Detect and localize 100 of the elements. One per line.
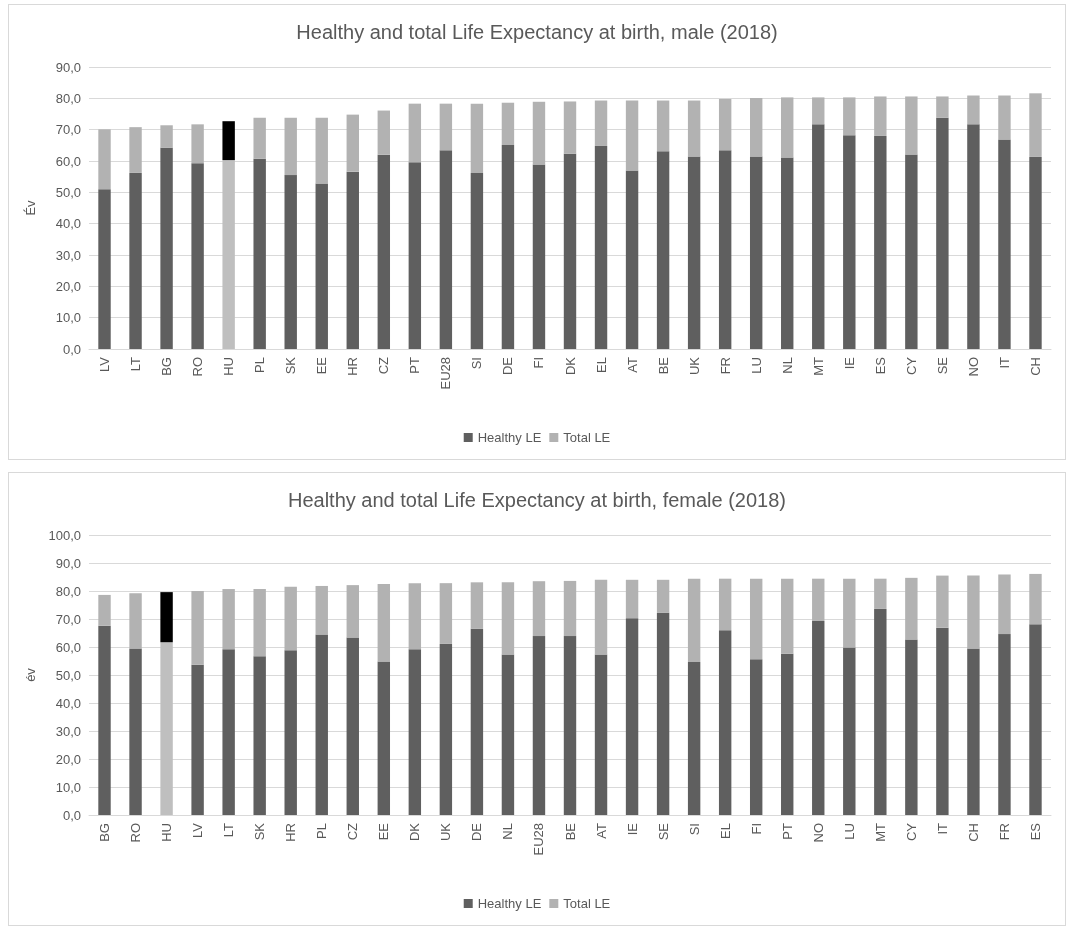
x-tick-label: AT — [624, 356, 640, 373]
x-tick-label: PL — [252, 357, 268, 373]
x-tick-label: MT — [872, 822, 888, 842]
bar — [470, 582, 484, 629]
bar — [781, 157, 794, 349]
bar — [377, 584, 391, 662]
bar — [749, 98, 763, 157]
bar — [346, 585, 359, 638]
x-tick-label: FR — [717, 357, 733, 375]
bar — [129, 648, 142, 815]
bar — [253, 158, 266, 349]
x-tick-label: IT — [996, 356, 1012, 369]
x-tick-label: RO — [128, 823, 144, 843]
bar — [98, 129, 111, 190]
bar — [315, 117, 328, 184]
bar — [936, 96, 949, 118]
bar — [408, 162, 422, 349]
bar — [129, 593, 142, 649]
bar — [936, 117, 949, 349]
bar — [1029, 93, 1042, 157]
x-tick-label: ES — [1027, 822, 1043, 841]
bar — [998, 139, 1011, 349]
x-tick-label: DE — [500, 356, 516, 376]
bar — [998, 634, 1011, 815]
bar — [408, 103, 422, 163]
bar — [749, 578, 763, 660]
x-tick-label: SK — [283, 356, 299, 375]
y-tick-label: 60,0 — [55, 153, 81, 169]
x-tick-label: LU — [748, 357, 764, 374]
legend-label: Total LE — [563, 896, 611, 911]
bar — [625, 579, 639, 619]
bar — [812, 578, 825, 621]
bar — [656, 579, 670, 613]
bar — [439, 583, 453, 644]
bar — [501, 582, 515, 655]
bar — [905, 577, 918, 640]
bar — [749, 156, 763, 349]
bar — [781, 653, 794, 815]
x-tick-label: CH — [965, 823, 981, 842]
bar — [501, 654, 515, 815]
bar — [936, 627, 949, 815]
x-tick-label: BG — [159, 357, 175, 376]
bar — [98, 594, 111, 626]
y-tick-label: 40,0 — [55, 216, 81, 232]
bar — [563, 636, 577, 815]
bar — [470, 628, 484, 815]
x-tick-label: NL — [779, 357, 795, 374]
bar — [843, 578, 856, 648]
bar — [812, 620, 825, 815]
bar — [874, 608, 887, 815]
bar — [563, 101, 577, 154]
x-tick-label: EU28 — [531, 823, 547, 856]
bar — [346, 637, 359, 815]
legend-label: Healthy LE — [477, 430, 542, 445]
bar — [625, 100, 639, 171]
y-tick-label: 0,0 — [62, 341, 81, 357]
x-tick-label: ES — [872, 356, 888, 375]
bar — [377, 661, 391, 815]
y-tick-label: 0,0 — [62, 807, 81, 823]
bar — [439, 103, 453, 151]
bar — [812, 124, 825, 349]
x-tick-label: NL — [500, 823, 516, 840]
x-tick-label: DE — [469, 822, 485, 842]
bar — [718, 578, 732, 631]
bar — [160, 592, 173, 643]
x-tick-label: CZ — [376, 356, 392, 375]
x-tick-label: DK — [562, 356, 578, 376]
x-tick-label: NO — [810, 823, 826, 843]
bar — [532, 101, 546, 165]
x-tick-label: HU — [159, 823, 175, 842]
legend-label: Total LE — [563, 430, 611, 445]
bar — [253, 656, 266, 815]
x-tick-label: DK — [407, 822, 423, 842]
y-tick-label: 20,0 — [55, 278, 81, 294]
bar — [998, 95, 1011, 140]
x-tick-label: PL — [314, 823, 330, 839]
bar — [129, 127, 142, 173]
bar — [687, 578, 701, 663]
bar — [408, 583, 422, 650]
bar — [191, 591, 204, 665]
bar — [191, 124, 204, 164]
x-tick-label: EE — [314, 356, 330, 375]
bar — [253, 117, 266, 159]
x-tick-label: EL — [593, 357, 609, 373]
y-tick-label: 70,0 — [55, 611, 81, 627]
bar — [284, 650, 297, 815]
bar — [594, 654, 608, 815]
bar — [874, 96, 887, 136]
x-tick-label: PT — [779, 822, 795, 840]
x-tick-label: PT — [407, 356, 423, 374]
x-tick-label: LV — [190, 822, 206, 838]
bar — [315, 634, 328, 815]
x-tick-label: SK — [252, 822, 268, 841]
bar — [439, 643, 453, 815]
bar — [501, 102, 515, 146]
bar — [967, 648, 980, 815]
bar — [284, 586, 297, 651]
x-tick-label: FI — [531, 357, 547, 369]
bar — [967, 575, 980, 649]
x-tick-label: MT — [810, 356, 826, 376]
